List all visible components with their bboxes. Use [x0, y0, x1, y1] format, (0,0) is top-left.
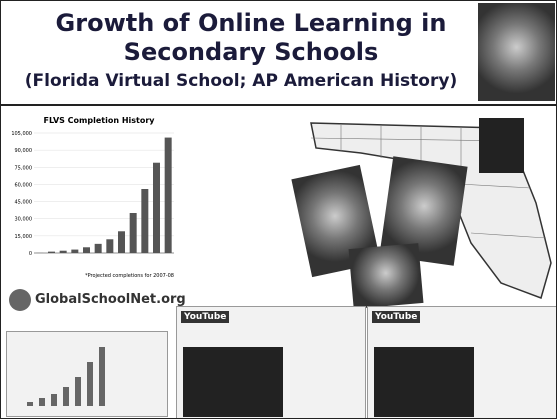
chart-footnote: *Projected completions for 2007-08	[85, 273, 174, 279]
y-tick-label: 45,000	[15, 200, 33, 206]
youtube-logo: YouTube	[372, 311, 420, 323]
y-tick-label: 90,000	[15, 148, 33, 154]
divider	[1, 104, 556, 106]
bar	[130, 213, 137, 253]
bar-chart: FLVS Completion History *Projected compl…	[4, 113, 179, 283]
logo-icon	[9, 289, 31, 311]
subtitle: (Florida Virtual School; AP American His…	[1, 71, 481, 91]
bar	[83, 247, 90, 253]
chart-title: FLVS Completion History	[43, 116, 155, 125]
bar	[141, 189, 148, 253]
slide: Growth of Online Learning inSecondary Sc…	[0, 0, 557, 419]
student-photo	[349, 243, 424, 309]
title-line: Growth of Online Learning in	[56, 9, 447, 37]
logo-text: GlobalSchoolNet.org	[35, 292, 186, 307]
bar	[106, 239, 113, 253]
y-tick-label: 60,000	[15, 182, 33, 188]
portrait-photo	[478, 3, 555, 101]
youtube-screenshot: YouTube	[367, 306, 557, 419]
bar	[60, 251, 67, 253]
title-line: Secondary Schools	[124, 38, 379, 66]
y-tick-label: 0	[29, 251, 32, 257]
bar	[71, 250, 78, 253]
y-tick-label: 15,000	[15, 234, 33, 240]
y-tick-label: 30,000	[15, 217, 33, 223]
bar	[118, 231, 125, 253]
y-tick-label: 75,000	[15, 165, 33, 171]
youtube-logo: YouTube	[181, 311, 229, 323]
y-tick-label: 105,000	[11, 131, 32, 137]
screenshot-chart	[6, 331, 168, 417]
youtube-screenshot: YouTube	[176, 306, 366, 419]
bar	[153, 163, 160, 253]
bar	[95, 244, 102, 253]
bar	[48, 252, 55, 253]
bar	[165, 138, 172, 253]
